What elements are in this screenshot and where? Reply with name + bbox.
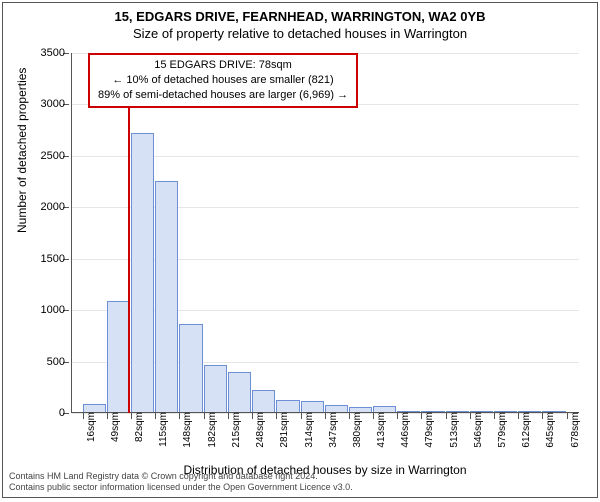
- x-tick: [83, 413, 84, 419]
- chart-title-address: 15, EDGARS DRIVE, FEARNHEAD, WARRINGTON,…: [3, 3, 597, 24]
- x-tick: [228, 413, 229, 419]
- x-tick: [542, 413, 543, 419]
- x-tick-label: 115sqm: [158, 412, 169, 447]
- annotation-larger: 89% of semi-detached houses are larger (…: [98, 88, 348, 103]
- y-tick-label: 500: [25, 356, 65, 368]
- y-tick-label: 2500: [25, 150, 65, 162]
- x-tick-label: 513sqm: [449, 412, 460, 448]
- y-tick-label: 3500: [25, 47, 65, 59]
- x-tick-label: 182sqm: [207, 412, 218, 448]
- x-tick: [252, 413, 253, 419]
- x-tick: [107, 413, 108, 419]
- footer-line1: Contains HM Land Registry data © Crown c…: [9, 471, 353, 482]
- x-tick-label: 16sqm: [86, 412, 97, 442]
- x-tick: [421, 413, 422, 419]
- y-tick-label: 2000: [25, 201, 65, 213]
- x-tick-label: 281sqm: [279, 412, 290, 448]
- x-tick: [494, 413, 495, 419]
- x-tick-label: 546sqm: [473, 412, 484, 448]
- x-tick-label: 479sqm: [424, 412, 435, 448]
- x-tick-label: 446sqm: [400, 412, 411, 448]
- x-tick: [518, 413, 519, 419]
- x-tick: [349, 413, 350, 419]
- y-tick-label: 3000: [25, 98, 65, 110]
- x-tick: [276, 413, 277, 419]
- x-tick: [567, 413, 568, 419]
- x-tick: [179, 413, 180, 419]
- x-tick: [325, 413, 326, 419]
- y-tick-label: 0: [25, 407, 65, 419]
- x-tick: [373, 413, 374, 419]
- x-tick-label: 148sqm: [182, 412, 193, 448]
- x-tick: [301, 413, 302, 419]
- annotation-property: 15 EDGARS DRIVE: 78sqm: [98, 58, 348, 73]
- y-tick-label: 1000: [25, 304, 65, 316]
- chart-subtitle: Size of property relative to detached ho…: [3, 24, 597, 41]
- annotation-box: 15 EDGARS DRIVE: 78sqm ← 10% of detached…: [88, 53, 358, 108]
- x-tick-label: 347sqm: [328, 412, 339, 448]
- x-tick: [446, 413, 447, 419]
- x-tick-label: 413sqm: [376, 412, 387, 448]
- x-tick-label: 678sqm: [570, 412, 581, 448]
- footer-line2: Contains public sector information licen…: [9, 482, 353, 493]
- x-tick-label: 248sqm: [255, 412, 266, 448]
- chart-container: 15, EDGARS DRIVE, FEARNHEAD, WARRINGTON,…: [2, 2, 598, 498]
- x-tick-label: 49sqm: [110, 412, 121, 442]
- x-tick: [470, 413, 471, 419]
- x-tick-label: 612sqm: [521, 412, 532, 448]
- x-tick: [131, 413, 132, 419]
- x-tick-label: 215sqm: [231, 412, 242, 448]
- x-tick-label: 579sqm: [497, 412, 508, 448]
- x-tick-label: 314sqm: [304, 412, 315, 448]
- x-tick: [397, 413, 398, 419]
- annotation-smaller: ← 10% of detached houses are smaller (82…: [98, 73, 348, 88]
- x-tick-label: 645sqm: [545, 412, 556, 448]
- y-tick-label: 1500: [25, 253, 65, 265]
- x-tick: [155, 413, 156, 419]
- x-tick-label: 380sqm: [352, 412, 363, 448]
- x-tick-label: 82sqm: [134, 412, 145, 442]
- footer-attribution: Contains HM Land Registry data © Crown c…: [9, 471, 353, 494]
- x-tick: [204, 413, 205, 419]
